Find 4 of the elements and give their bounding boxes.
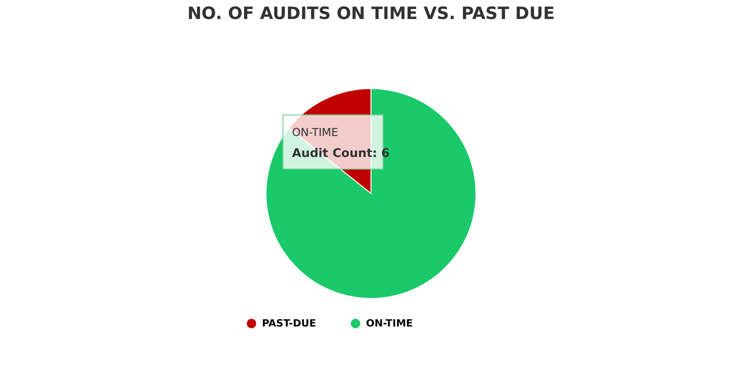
legend-label: ON-TIME bbox=[366, 318, 414, 330]
chart-title: NO. OF AUDITS ON TIME VS. PAST DUE bbox=[187, 4, 555, 24]
legend-label: PAST-DUE bbox=[262, 318, 316, 330]
text: ON-TIME bbox=[292, 126, 338, 139]
